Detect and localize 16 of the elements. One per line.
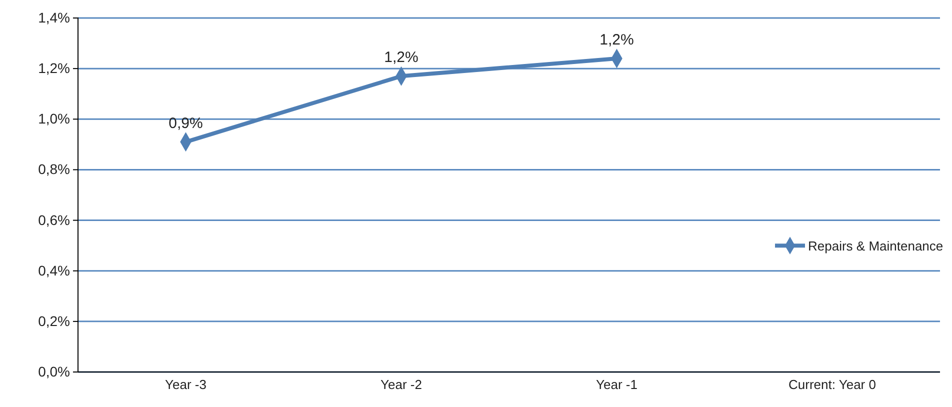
legend-label: Repairs & Maintenance bbox=[808, 238, 944, 254]
y-tick-label: 0,8% bbox=[38, 161, 70, 178]
data-label: 1,2% bbox=[600, 31, 634, 48]
y-tick-label: 0,2% bbox=[38, 312, 70, 329]
y-tick-label: 0,0% bbox=[38, 363, 70, 380]
y-tick-label: 1,4% bbox=[38, 9, 70, 26]
x-tick-label: Year -1 bbox=[596, 377, 638, 392]
data-label: 1,2% bbox=[384, 49, 418, 66]
data-label: 0,9% bbox=[168, 114, 203, 132]
y-tick-label: 0,6% bbox=[38, 212, 70, 228]
x-tick-label: Year -3 bbox=[165, 377, 206, 392]
y-tick-label: 0,4% bbox=[38, 262, 70, 278]
x-tick-label: Current: Year 0 bbox=[788, 377, 876, 392]
x-tick-label: Year -2 bbox=[380, 377, 422, 392]
y-tick-label: 1,0% bbox=[38, 110, 70, 127]
y-tick-label: 1,2% bbox=[38, 60, 70, 76]
